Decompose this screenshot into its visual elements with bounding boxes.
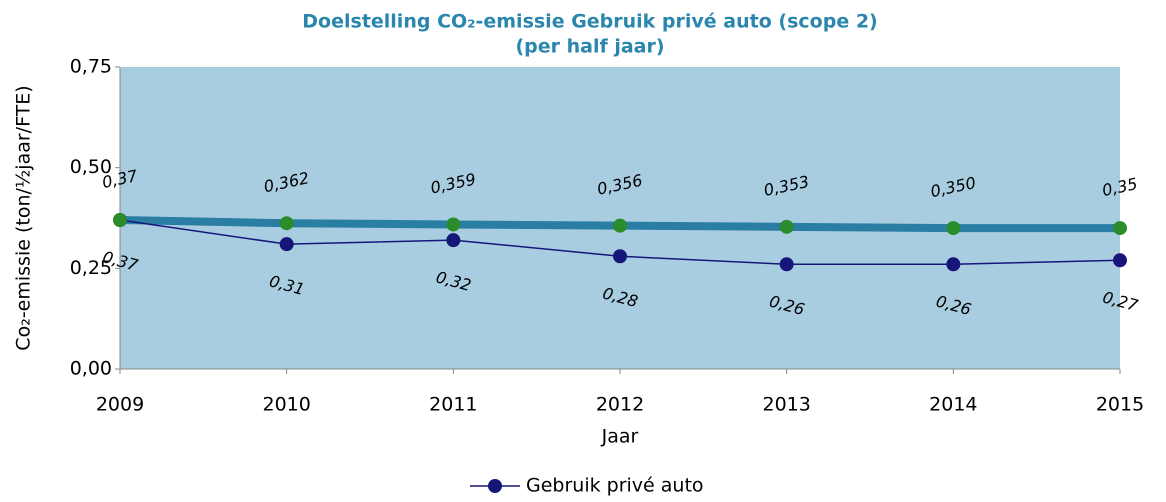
data-point — [446, 233, 461, 248]
data-point — [279, 216, 294, 231]
y-axis-label: Co₂-emissie (ton/½jaar/FTE) — [13, 85, 35, 350]
x-tick-label: 2009 — [96, 394, 144, 416]
data-point — [113, 213, 127, 228]
x-tick-label: 2012 — [596, 394, 644, 416]
chart-subtitle: (per half jaar) — [515, 36, 664, 58]
legend-label: Gebruik privé auto — [526, 475, 704, 497]
x-tick-label: 2011 — [429, 394, 477, 416]
x-tick-label: 2015 — [1096, 394, 1144, 416]
y-tick-label: 0,00 — [70, 358, 112, 380]
data-point — [779, 219, 794, 234]
data-point — [613, 218, 627, 233]
data-point — [613, 249, 627, 264]
chart-title: Doelstelling CO₂-emissie Gebruik privé a… — [302, 11, 877, 33]
data-point — [446, 217, 461, 232]
data-point — [946, 221, 961, 236]
x-tick-label: 2014 — [929, 394, 977, 416]
x-tick-label: 2010 — [262, 394, 310, 416]
data-point — [946, 257, 961, 272]
data-point — [779, 257, 794, 272]
x-axis-label: Jaar — [601, 426, 639, 448]
y-tick-label: 0,25 — [70, 257, 112, 279]
x-tick-label: 2013 — [762, 394, 810, 416]
data-point — [1113, 253, 1127, 268]
plot-area — [120, 67, 1120, 369]
y-tick-label: 0,50 — [70, 156, 112, 178]
legend-marker — [488, 479, 502, 493]
data-point — [1113, 221, 1127, 236]
data-point — [279, 237, 294, 252]
y-tick-label: 0,75 — [70, 56, 112, 78]
